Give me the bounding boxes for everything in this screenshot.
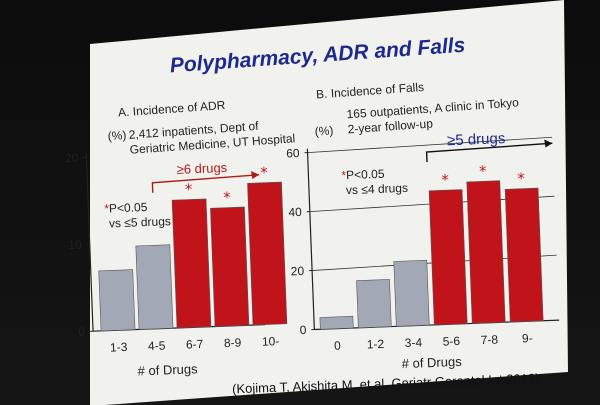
adr-y-tick-label: 0 [78, 325, 86, 339]
falls-significance-star: * [479, 162, 488, 180]
panel-b-ylabel: (%) [314, 123, 334, 138]
adr-x-tick-label: 10- [262, 334, 280, 349]
adr-y-axis [85, 153, 94, 332]
chart-adr: 0 10 20 1-3 4-5 6-7 * 8-9 * 10- * # of Drugs ≥6 drug… [65, 151, 288, 379]
falls-x-tick-label: 1-2 [367, 337, 385, 352]
falls-bracket-line [425, 142, 553, 163]
adr-bar-1 [135, 244, 174, 330]
panel-b-subtitle-line-2: 2-year follow-up [347, 116, 433, 136]
falls-bar-3 [428, 189, 468, 326]
adr-bar-4 [247, 181, 288, 326]
falls-y-tick-label: 0 [299, 323, 307, 337]
adr-x-tick-label: 6-7 [186, 337, 204, 352]
adr-significance-star: * [260, 164, 269, 182]
falls-y-tick-label: 20 [290, 264, 304, 279]
adr-significance-note-line-1: *P<0.05 [104, 200, 148, 216]
falls-x-tick-label: 0 [334, 338, 342, 352]
falls-gridline [307, 136, 553, 154]
falls-bar-4 [466, 180, 506, 324]
falls-bar-0 [319, 315, 354, 330]
falls-x-axis-title: # of Drugs [401, 354, 462, 371]
adr-bar-2 [171, 198, 212, 329]
falls-bar-1 [356, 279, 392, 329]
falls-y-tick-label: 40 [288, 205, 302, 220]
chart-falls: 0 20 40 60 0 1-2 3-4 5-6 * 7-8 * 9- * # of Drugs ≥5 dr… [286, 130, 560, 371]
adr-bracket-arrowhead [251, 171, 260, 179]
adr-x-tick-label: 8-9 [224, 336, 242, 351]
falls-y-tick-label: 60 [286, 146, 300, 161]
adr-x-axis-title: # of Drugs [137, 361, 198, 378]
falls-bar-5 [504, 187, 544, 323]
falls-significance-star: * [441, 171, 450, 189]
falls-bar-2 [393, 259, 430, 327]
adr-bracket-line [151, 174, 260, 193]
adr-y-tick-label: 10 [68, 238, 82, 253]
adr-bracket-label: ≥6 drugs [176, 160, 228, 177]
adr-bar-0 [98, 269, 136, 332]
falls-significance-note-line-2: vs ≤4 drugs [346, 181, 408, 197]
falls-x-tick-label: 9- [522, 331, 533, 345]
falls-bracket-arrowhead [544, 139, 553, 148]
falls-y-axis [306, 148, 315, 330]
adr-bar-3 [210, 206, 250, 327]
falls-x-tick-label: 5-6 [442, 334, 460, 349]
adr-x-tick-label: 4-5 [148, 338, 166, 353]
adr-significance-star: * [185, 180, 194, 198]
adr-significance-star: * [223, 188, 232, 206]
falls-x-tick-label: 3-4 [404, 335, 422, 350]
adr-x-tick-label: 1-3 [110, 340, 128, 355]
adr-y-tick-label: 20 [65, 151, 79, 166]
falls-bracket-label: ≥5 drugs [447, 130, 506, 149]
adr-significance-note-line-2: vs ≤5 drugs [109, 214, 171, 230]
falls-significance-note-line-1: *P<0.05 [341, 167, 385, 183]
falls-x-tick-label: 7-8 [480, 332, 498, 347]
falls-significance-star: * [517, 170, 526, 188]
panel-a-ylabel: (%) [107, 128, 127, 143]
